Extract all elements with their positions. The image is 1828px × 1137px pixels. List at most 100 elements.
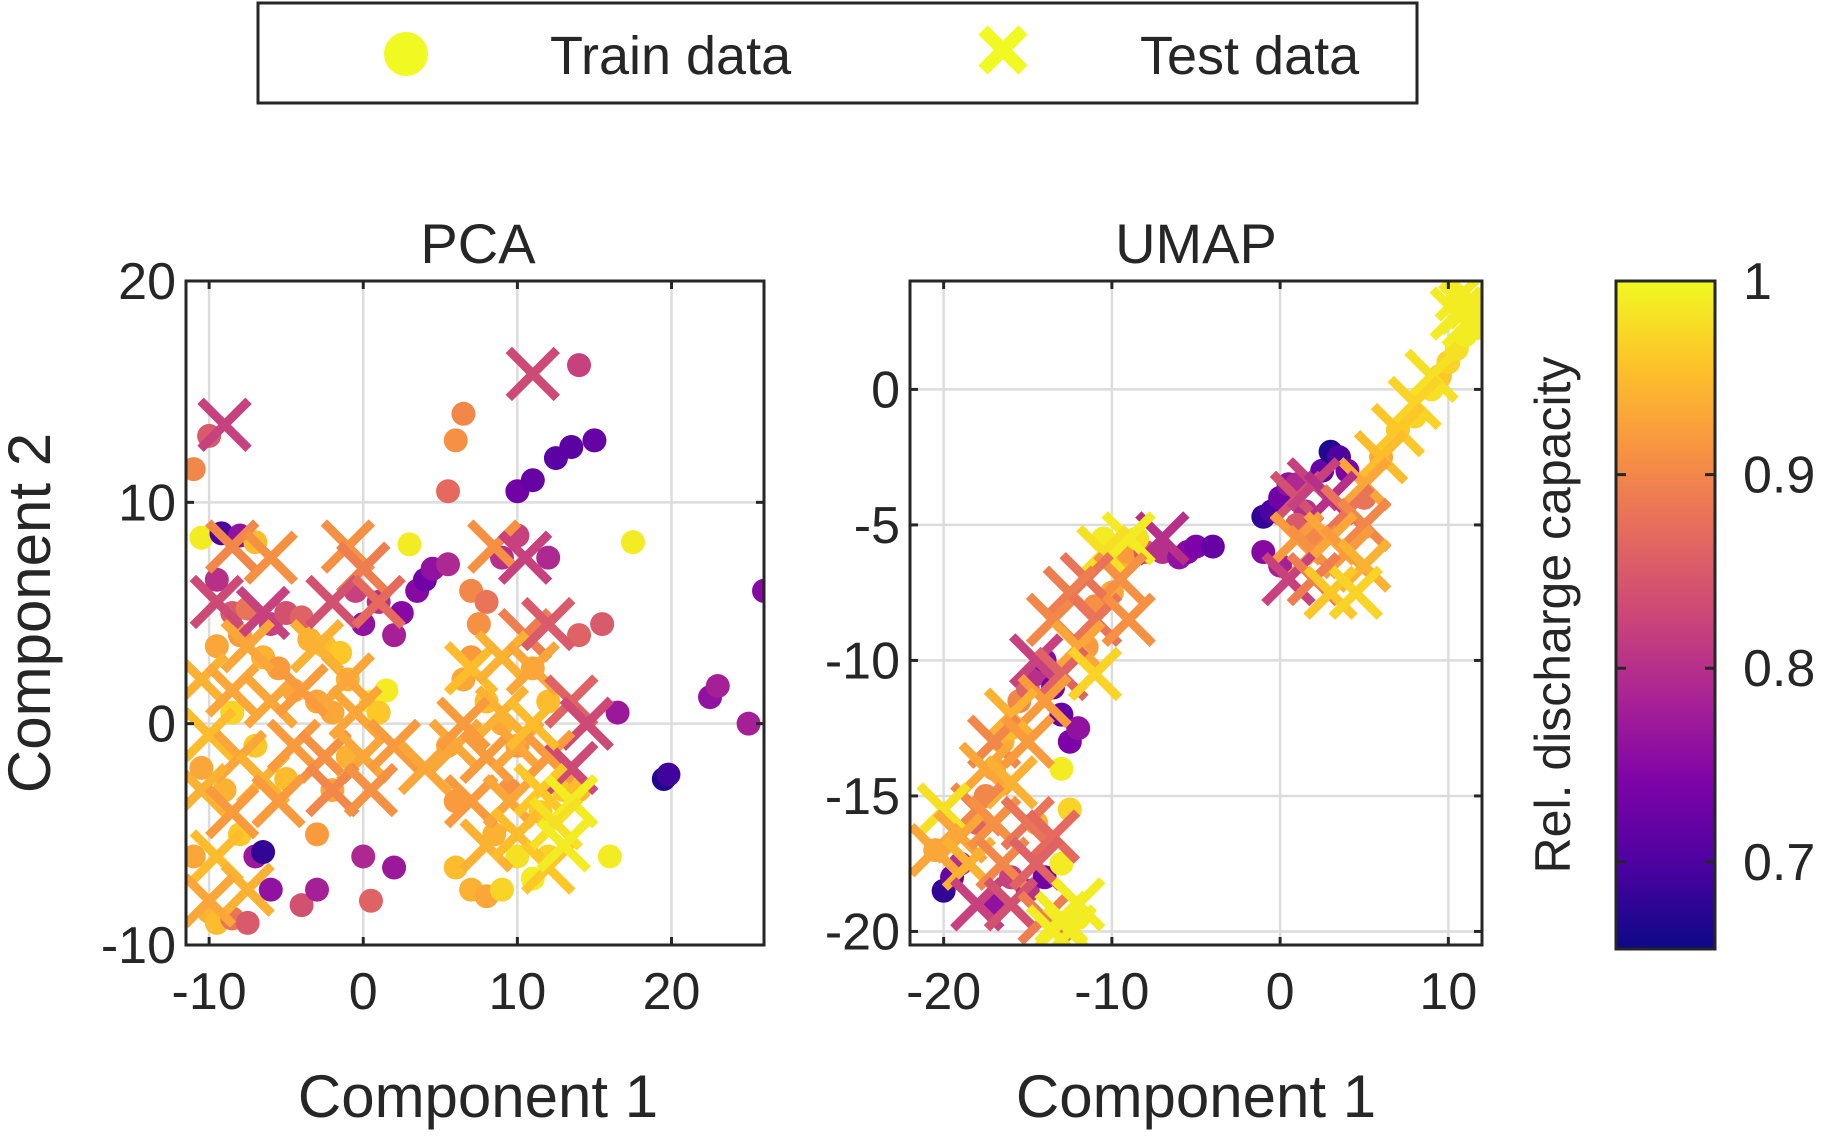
train-point	[597, 844, 622, 869]
test-point	[220, 619, 275, 674]
train-point	[235, 910, 260, 935]
test-point	[1101, 592, 1156, 647]
train-point	[505, 844, 530, 869]
test-point	[205, 519, 260, 574]
train-point	[251, 840, 276, 865]
train-point	[258, 877, 283, 902]
pca-panel: PCA -10 0 10 20 -10 0 10 20 Component 1 Compone…	[0, 212, 766, 1130]
test-point	[1337, 457, 1392, 512]
pca-axes-box	[184, 279, 766, 947]
test-point	[186, 707, 237, 762]
umap-xlabel: Component 1	[1016, 1063, 1376, 1130]
test-point	[1353, 429, 1409, 485]
train-point	[590, 612, 615, 637]
y-tick-label: -5	[854, 497, 900, 555]
train-point	[186, 457, 206, 482]
x-tick-label: 10	[1419, 963, 1477, 1021]
legend: Train data Test data	[256, 1, 1419, 105]
train-point	[443, 428, 468, 453]
train-point	[752, 578, 764, 603]
train-point	[351, 844, 376, 869]
train-point	[605, 700, 630, 725]
test-point	[274, 663, 329, 718]
x-tick-label: -10	[172, 963, 247, 1021]
train-point	[656, 762, 681, 787]
test-point	[459, 818, 514, 873]
train-point	[366, 700, 391, 725]
test-point	[474, 685, 530, 740]
train-point	[705, 674, 730, 699]
train-point	[382, 623, 407, 648]
test-point	[1017, 673, 1072, 729]
test-point	[482, 773, 537, 829]
test-point	[305, 762, 360, 818]
legend-train-marker	[384, 32, 428, 76]
x-tick-label: 0	[349, 963, 378, 1021]
test-point	[220, 862, 275, 917]
test-point	[983, 687, 1039, 742]
train-point	[536, 545, 561, 570]
test-point	[513, 762, 568, 818]
train-point	[736, 711, 761, 736]
train-point	[189, 755, 214, 780]
legend-train-label: Train data	[550, 26, 792, 86]
x-tick-label: -10	[1074, 963, 1149, 1021]
train-point	[520, 468, 545, 493]
umap-title: UMAP	[1115, 212, 1277, 275]
x-tick-label: 20	[643, 963, 701, 1021]
train-point	[289, 893, 314, 918]
y-tick-label: -10	[101, 917, 176, 975]
x-tick-label: 0	[1266, 963, 1295, 1021]
train-point	[204, 634, 229, 659]
train-point	[466, 612, 491, 637]
test-point	[1303, 565, 1358, 620]
train-point	[374, 678, 399, 703]
train-point	[567, 623, 592, 648]
test-point	[243, 530, 298, 585]
pca-ylabel: Component 2	[0, 433, 63, 793]
train-point	[489, 877, 514, 902]
train-point	[1049, 756, 1074, 781]
test-point	[397, 740, 453, 796]
test-point	[1434, 281, 1482, 322]
test-point	[474, 630, 530, 685]
test-point	[251, 773, 306, 829]
test-point	[958, 741, 1013, 797]
test-point	[1101, 511, 1156, 566]
test-point	[266, 718, 322, 773]
umap-marks	[910, 281, 1482, 945]
pca-ticks: -10 0 10 20 -10 0 10 20	[101, 253, 764, 1021]
test-point	[1008, 836, 1064, 891]
train-point	[186, 844, 206, 869]
train-point	[305, 877, 330, 902]
test-point	[536, 818, 591, 873]
test-point	[1076, 524, 1131, 580]
test-point	[1051, 877, 1106, 932]
test-point	[1051, 619, 1106, 675]
train-point	[567, 353, 592, 378]
train-point	[189, 525, 214, 550]
test-point	[351, 574, 406, 630]
test-point	[186, 762, 229, 818]
test-point	[1000, 714, 1055, 769]
test-point	[1008, 633, 1064, 688]
colorbar-tick-label: 0.7	[1743, 834, 1815, 892]
train-point	[1066, 716, 1091, 741]
test-point	[243, 674, 298, 729]
test-point	[189, 574, 245, 630]
colorbar-label: Rel. discharge capacity	[1525, 357, 1581, 874]
umap-grid	[910, 281, 1482, 945]
umap-axes-box	[908, 279, 1484, 947]
x-tick-label: 10	[488, 963, 546, 1021]
test-point	[467, 519, 522, 574]
colorbar-gradient	[1614, 279, 1717, 951]
test-point	[1067, 646, 1123, 702]
test-point	[186, 652, 229, 707]
umap-ticks: -20 -10 0 10 -20 -15 -10 -5 0	[825, 281, 1482, 1021]
colorbar-ticks: 1 0.9 0.8 0.7	[1616, 253, 1815, 892]
train-point	[474, 589, 499, 614]
test-point	[1328, 565, 1384, 620]
y-tick-label: 10	[118, 474, 176, 532]
test-point	[1387, 375, 1442, 431]
test-point	[1370, 402, 1426, 458]
